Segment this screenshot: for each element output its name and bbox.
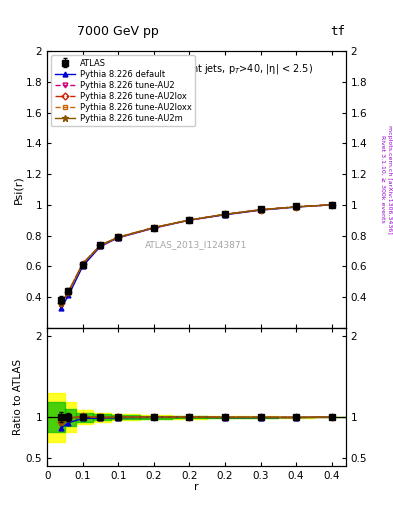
Pythia 8.226 tune-AU2lox — [80, 261, 85, 267]
Pythia 8.226 default — [59, 305, 64, 311]
Pythia 8.226 tune-AU2loxx — [294, 204, 298, 210]
Pythia 8.226 default — [151, 225, 156, 231]
Pythia 8.226 tune-AU2loxx — [187, 217, 192, 223]
Pythia 8.226 tune-AU2 — [98, 243, 103, 249]
Pythia 8.226 tune-AU2 — [66, 289, 71, 295]
Pythia 8.226 default — [66, 292, 71, 298]
Pythia 8.226 tune-AU2 — [294, 204, 298, 210]
Pythia 8.226 default — [222, 212, 227, 218]
Pythia 8.226 default — [187, 217, 192, 223]
Pythia 8.226 tune-AU2m — [59, 301, 64, 307]
Y-axis label: Ratio to ATLAS: Ratio to ATLAS — [13, 359, 23, 435]
Pythia 8.226 tune-AU2m — [80, 261, 85, 267]
Pythia 8.226 tune-AU2lox — [329, 202, 334, 208]
Text: ATLAS_2013_I1243871: ATLAS_2013_I1243871 — [145, 240, 248, 249]
Pythia 8.226 default — [116, 234, 121, 241]
Text: Rivet 3.1.10, ≥ 300k events: Rivet 3.1.10, ≥ 300k events — [381, 135, 386, 223]
Line: Pythia 8.226 tune-AU2: Pythia 8.226 tune-AU2 — [59, 202, 334, 306]
Pythia 8.226 tune-AU2m — [98, 242, 103, 248]
Pythia 8.226 tune-AU2 — [222, 211, 227, 218]
Pythia 8.226 default — [80, 263, 85, 269]
Pythia 8.226 tune-AU2m — [66, 289, 71, 295]
Pythia 8.226 tune-AU2lox — [151, 224, 156, 230]
Pythia 8.226 tune-AU2m — [222, 211, 227, 218]
Line: Pythia 8.226 tune-AU2loxx: Pythia 8.226 tune-AU2loxx — [59, 202, 334, 306]
Text: tf: tf — [331, 26, 345, 38]
Pythia 8.226 tune-AU2loxx — [98, 242, 103, 248]
Pythia 8.226 tune-AU2lox — [116, 234, 121, 240]
Pythia 8.226 tune-AU2m — [151, 224, 156, 230]
Pythia 8.226 tune-AU2m — [329, 202, 334, 208]
Pythia 8.226 tune-AU2 — [151, 225, 156, 231]
Pythia 8.226 tune-AU2loxx — [258, 207, 263, 213]
Pythia 8.226 tune-AU2loxx — [59, 301, 64, 307]
Text: Integral jet shapeΨ (light jets, p$_T$>40, |η| < 2.5): Integral jet shapeΨ (light jets, p$_T$>4… — [79, 62, 314, 76]
Pythia 8.226 tune-AU2loxx — [222, 211, 227, 218]
Line: Pythia 8.226 tune-AU2lox: Pythia 8.226 tune-AU2lox — [59, 202, 334, 306]
Pythia 8.226 tune-AU2lox — [258, 207, 263, 213]
Legend: ATLAS, Pythia 8.226 default, Pythia 8.226 tune-AU2, Pythia 8.226 tune-AU2lox, Py: ATLAS, Pythia 8.226 default, Pythia 8.22… — [51, 55, 195, 126]
Pythia 8.226 tune-AU2 — [187, 217, 192, 223]
Pythia 8.226 tune-AU2loxx — [80, 261, 85, 267]
Line: Pythia 8.226 default: Pythia 8.226 default — [59, 202, 334, 310]
Pythia 8.226 tune-AU2 — [116, 234, 121, 241]
Pythia 8.226 default — [329, 202, 334, 208]
Pythia 8.226 tune-AU2m — [116, 234, 121, 240]
Pythia 8.226 default — [98, 243, 103, 249]
Text: mcplots.cern.ch [arXiv:1306.3436]: mcplots.cern.ch [arXiv:1306.3436] — [387, 125, 391, 233]
Pythia 8.226 tune-AU2loxx — [116, 234, 121, 240]
Pythia 8.226 tune-AU2 — [80, 261, 85, 267]
Pythia 8.226 tune-AU2 — [329, 202, 334, 208]
Pythia 8.226 tune-AU2loxx — [329, 202, 334, 208]
Pythia 8.226 tune-AU2 — [59, 301, 64, 307]
Pythia 8.226 tune-AU2lox — [187, 217, 192, 223]
Pythia 8.226 tune-AU2lox — [66, 289, 71, 295]
Pythia 8.226 tune-AU2lox — [98, 242, 103, 248]
Pythia 8.226 tune-AU2m — [294, 204, 298, 210]
Pythia 8.226 tune-AU2lox — [59, 301, 64, 307]
Y-axis label: Psi(r): Psi(r) — [13, 175, 23, 204]
Pythia 8.226 tune-AU2lox — [294, 204, 298, 210]
Text: 7000 GeV pp: 7000 GeV pp — [77, 26, 159, 38]
Pythia 8.226 tune-AU2m — [258, 207, 263, 213]
Line: Pythia 8.226 tune-AU2m: Pythia 8.226 tune-AU2m — [58, 202, 335, 307]
Pythia 8.226 tune-AU2m — [187, 217, 192, 223]
Pythia 8.226 tune-AU2 — [258, 207, 263, 213]
Pythia 8.226 tune-AU2loxx — [151, 224, 156, 230]
Pythia 8.226 tune-AU2lox — [222, 211, 227, 218]
Pythia 8.226 default — [258, 207, 263, 213]
Pythia 8.226 default — [294, 204, 298, 210]
X-axis label: r: r — [194, 482, 199, 492]
Pythia 8.226 tune-AU2loxx — [66, 289, 71, 295]
